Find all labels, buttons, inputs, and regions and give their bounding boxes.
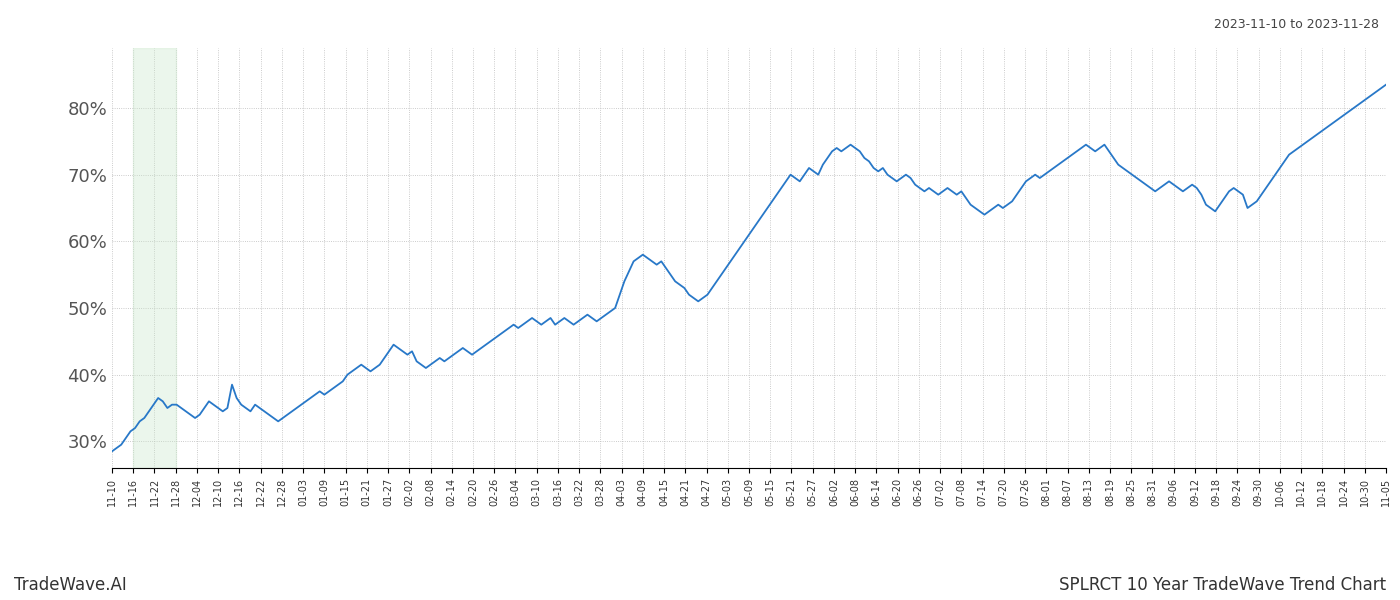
- Text: SPLRCT 10 Year TradeWave Trend Chart: SPLRCT 10 Year TradeWave Trend Chart: [1058, 576, 1386, 594]
- Text: TradeWave.AI: TradeWave.AI: [14, 576, 127, 594]
- Bar: [133, 48, 176, 468]
- Text: 2023-11-10 to 2023-11-28: 2023-11-10 to 2023-11-28: [1214, 18, 1379, 31]
